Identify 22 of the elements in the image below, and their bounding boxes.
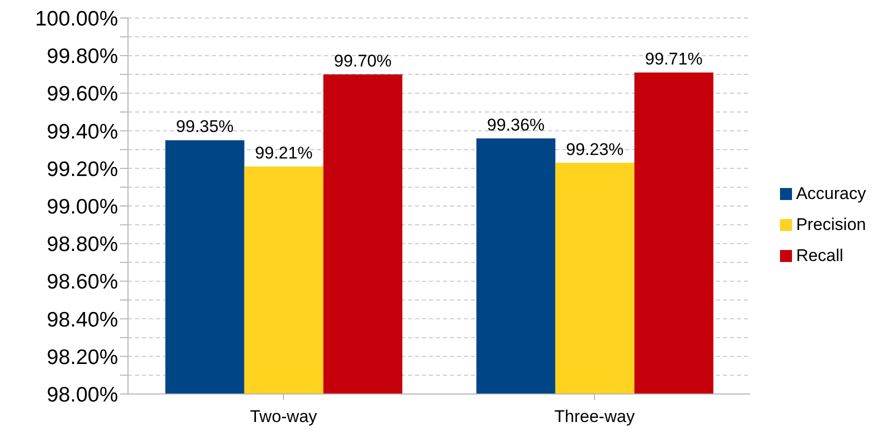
y-tick-label: 98.40%: [46, 308, 118, 332]
x-tick-label: Two-way: [250, 407, 318, 426]
legend-label: Accuracy: [796, 184, 866, 202]
y-tick-label: 99.60%: [46, 82, 118, 106]
legend-label: Recall: [796, 246, 844, 264]
data-label: 99.36%: [487, 115, 545, 134]
y-tick-label: 98.80%: [46, 233, 118, 256]
y-tick-label: 98.20%: [46, 346, 118, 369]
y-tick-label: 98.60%: [46, 270, 118, 294]
y-tick-label: 98.00%: [46, 383, 118, 406]
data-label: 99.21%: [254, 144, 313, 163]
y-tick-label: 99.00%: [46, 195, 118, 218]
data-label: 99.70%: [334, 51, 392, 70]
data-label: 99.23%: [566, 140, 624, 159]
y-tick-label: 99.20%: [46, 158, 118, 181]
data-label: 99.35%: [176, 117, 234, 136]
data-label: 99.71%: [645, 50, 703, 69]
y-tick-label: 99.80%: [46, 45, 118, 68]
y-tick-label: 99.40%: [46, 120, 118, 144]
y-tick-label: 100.00%: [35, 7, 118, 30]
x-tick-label: Three-way: [554, 407, 636, 426]
legend-label: Precision: [796, 214, 866, 234]
